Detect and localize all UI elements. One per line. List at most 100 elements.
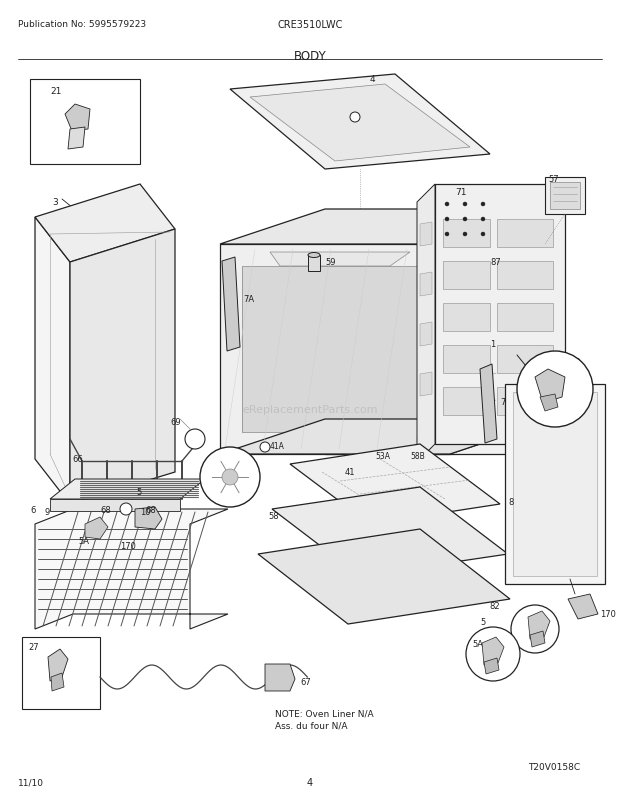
Text: NOTE: Oven Liner N/A: NOTE: Oven Liner N/A bbox=[275, 709, 374, 718]
Circle shape bbox=[481, 217, 485, 221]
Polygon shape bbox=[528, 611, 550, 639]
Polygon shape bbox=[220, 245, 450, 455]
Polygon shape bbox=[443, 220, 490, 248]
Circle shape bbox=[517, 351, 593, 427]
Circle shape bbox=[481, 233, 485, 237]
Text: 67: 67 bbox=[300, 677, 311, 687]
Polygon shape bbox=[270, 253, 410, 267]
Text: Publication No: 5995579223: Publication No: 5995579223 bbox=[18, 20, 146, 29]
Text: 27: 27 bbox=[28, 642, 38, 651]
Polygon shape bbox=[497, 387, 553, 415]
Circle shape bbox=[120, 504, 132, 516]
Text: 5A: 5A bbox=[486, 656, 496, 665]
Polygon shape bbox=[51, 673, 64, 691]
Text: 3: 3 bbox=[52, 198, 58, 207]
Text: 8: 8 bbox=[508, 497, 513, 506]
Polygon shape bbox=[420, 223, 432, 247]
Polygon shape bbox=[250, 85, 470, 162]
Polygon shape bbox=[242, 267, 428, 432]
Polygon shape bbox=[50, 500, 180, 512]
Text: 3: 3 bbox=[520, 382, 526, 391]
Text: 68: 68 bbox=[145, 505, 156, 514]
Polygon shape bbox=[443, 304, 490, 331]
Polygon shape bbox=[222, 257, 240, 351]
Text: 71: 71 bbox=[455, 188, 466, 196]
Circle shape bbox=[463, 233, 467, 237]
Circle shape bbox=[200, 448, 260, 508]
Polygon shape bbox=[480, 365, 497, 444]
Polygon shape bbox=[417, 184, 435, 463]
Circle shape bbox=[222, 469, 238, 485]
Text: 6: 6 bbox=[30, 505, 35, 514]
Circle shape bbox=[481, 203, 485, 207]
Circle shape bbox=[185, 429, 205, 449]
Text: 7A: 7A bbox=[243, 294, 254, 304]
Polygon shape bbox=[484, 658, 499, 674]
Polygon shape bbox=[35, 217, 70, 504]
Polygon shape bbox=[497, 346, 553, 374]
Polygon shape bbox=[497, 304, 553, 331]
Polygon shape bbox=[443, 346, 490, 374]
Text: 5A: 5A bbox=[472, 639, 483, 648]
Polygon shape bbox=[35, 184, 175, 263]
Polygon shape bbox=[65, 105, 90, 132]
Circle shape bbox=[463, 203, 467, 207]
Polygon shape bbox=[48, 649, 68, 681]
Text: eReplacementParts.com: eReplacementParts.com bbox=[242, 404, 378, 415]
Polygon shape bbox=[290, 444, 500, 525]
Polygon shape bbox=[220, 210, 555, 245]
Polygon shape bbox=[540, 395, 558, 411]
Polygon shape bbox=[230, 75, 490, 170]
Circle shape bbox=[463, 217, 467, 221]
Polygon shape bbox=[35, 509, 228, 630]
Polygon shape bbox=[497, 220, 553, 248]
Polygon shape bbox=[505, 384, 605, 585]
Text: 170: 170 bbox=[120, 541, 136, 550]
Polygon shape bbox=[530, 631, 545, 647]
Text: 57: 57 bbox=[548, 175, 559, 184]
Polygon shape bbox=[443, 261, 490, 290]
Ellipse shape bbox=[308, 253, 320, 258]
Polygon shape bbox=[550, 183, 580, 210]
Polygon shape bbox=[513, 392, 597, 577]
Text: 62: 62 bbox=[570, 358, 580, 367]
Polygon shape bbox=[535, 370, 565, 403]
Circle shape bbox=[87, 521, 103, 537]
Text: 4: 4 bbox=[370, 75, 376, 84]
Text: 9: 9 bbox=[44, 508, 49, 516]
Text: 58: 58 bbox=[268, 512, 278, 520]
Text: 170: 170 bbox=[600, 610, 616, 618]
Polygon shape bbox=[568, 594, 598, 619]
Text: 82: 82 bbox=[489, 602, 500, 610]
Text: 69: 69 bbox=[170, 418, 180, 427]
Circle shape bbox=[350, 113, 360, 123]
Polygon shape bbox=[482, 638, 504, 665]
Circle shape bbox=[445, 217, 449, 221]
Text: 5A: 5A bbox=[78, 537, 89, 545]
Polygon shape bbox=[265, 664, 295, 691]
Text: 41: 41 bbox=[345, 468, 355, 476]
Polygon shape bbox=[545, 178, 585, 215]
Polygon shape bbox=[325, 245, 555, 455]
Polygon shape bbox=[50, 480, 205, 500]
Text: 1: 1 bbox=[490, 339, 495, 349]
Text: 4: 4 bbox=[307, 777, 313, 787]
Polygon shape bbox=[272, 488, 508, 577]
Text: 68: 68 bbox=[100, 505, 111, 514]
Polygon shape bbox=[70, 229, 175, 504]
Circle shape bbox=[511, 606, 559, 653]
Text: T20V0158C: T20V0158C bbox=[528, 762, 580, 771]
Polygon shape bbox=[22, 638, 100, 709]
Text: 63: 63 bbox=[528, 399, 538, 408]
Text: 59: 59 bbox=[325, 257, 335, 267]
Text: 10: 10 bbox=[140, 508, 151, 516]
Polygon shape bbox=[420, 322, 432, 346]
Polygon shape bbox=[85, 517, 108, 539]
Text: 11/10: 11/10 bbox=[18, 778, 44, 787]
Text: 41A: 41A bbox=[270, 441, 285, 451]
Text: 53A: 53A bbox=[375, 452, 390, 460]
Polygon shape bbox=[308, 256, 320, 272]
Polygon shape bbox=[258, 529, 510, 624]
Text: 87: 87 bbox=[490, 257, 501, 267]
Text: Ass. du four N/A: Ass. du four N/A bbox=[275, 721, 347, 730]
